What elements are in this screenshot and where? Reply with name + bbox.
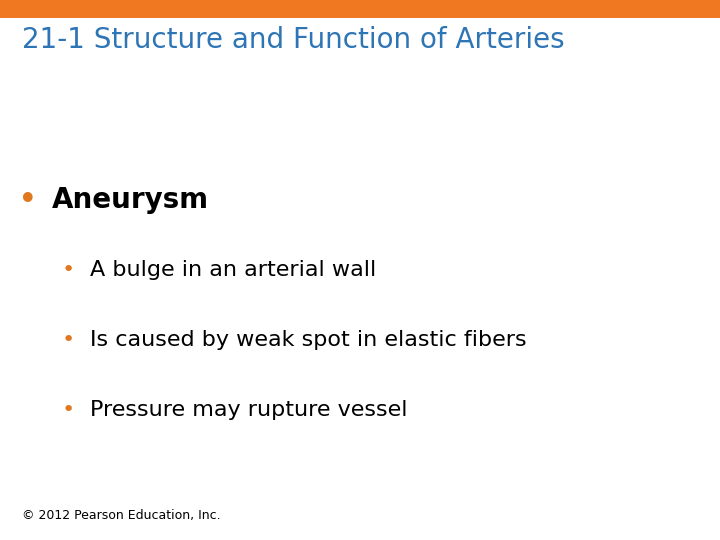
Text: •: •	[18, 184, 38, 217]
Text: Pressure may rupture vessel: Pressure may rupture vessel	[90, 400, 408, 420]
Text: Aneurysm: Aneurysm	[52, 186, 209, 214]
Text: 21-1 Structure and Function of Arteries: 21-1 Structure and Function of Arteries	[22, 26, 564, 54]
Text: Is caused by weak spot in elastic fibers: Is caused by weak spot in elastic fibers	[90, 330, 526, 350]
Bar	[0, 0, 720, 18]
Text: © 2012 Pearson Education, Inc.: © 2012 Pearson Education, Inc.	[22, 509, 220, 522]
Text: A bulge in an arterial wall: A bulge in an arterial wall	[90, 260, 377, 280]
Text: •: •	[61, 260, 75, 280]
Text: •: •	[61, 400, 75, 420]
Text: •: •	[61, 330, 75, 350]
